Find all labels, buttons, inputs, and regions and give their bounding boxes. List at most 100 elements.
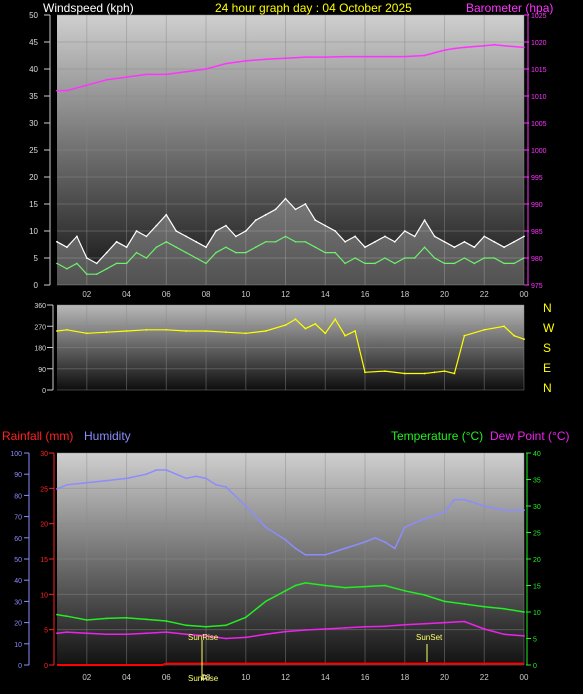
humidity-tick-label: 80 — [14, 493, 22, 500]
barometer-point — [145, 73, 148, 76]
humidity-tick-label: 100 — [10, 451, 22, 458]
wind-average-point — [394, 262, 396, 265]
direction-tick-label: 360 — [34, 303, 46, 310]
barometer-point — [304, 56, 307, 58]
barometer-point — [463, 46, 466, 49]
wind-direction-point — [384, 370, 386, 372]
wind-average-point — [115, 262, 118, 265]
temperature-point — [344, 586, 346, 589]
windspeed-point — [453, 246, 456, 249]
wind-average-point — [145, 257, 148, 259]
lower-x-tick-label: 02 — [82, 673, 91, 682]
windspeed-point — [304, 203, 307, 205]
humidity-point — [463, 498, 466, 501]
windspeed-point — [423, 219, 426, 222]
lower-x-tick-label: 04 — [122, 673, 131, 682]
dewpoint-point — [503, 633, 505, 636]
windspeed-point — [443, 240, 446, 243]
wind-direction-point — [244, 332, 247, 335]
windspeed-tick-label: 15 — [29, 200, 38, 209]
barometer-point — [66, 89, 68, 92]
humidity-point — [185, 477, 188, 480]
humidity-point — [215, 483, 217, 486]
temperature-line — [56, 582, 525, 628]
sunrise-label: SunRise — [188, 633, 219, 642]
temperature-point — [125, 616, 128, 619]
wind-average-point — [225, 246, 227, 248]
dewpoint-point — [264, 633, 267, 636]
temperature-point — [503, 607, 505, 610]
wind-average-point — [304, 241, 307, 243]
wind-direction-point — [264, 330, 267, 332]
humidity-point — [443, 511, 446, 514]
wind-x-tick-label: 10 — [241, 290, 250, 299]
windspeed-point — [413, 235, 416, 238]
temperature-point — [66, 615, 68, 618]
humidity-point — [205, 477, 207, 480]
windspeed-point — [66, 246, 68, 249]
wind-direction-point — [433, 371, 436, 374]
windspeed-tick-label: 10 — [29, 227, 38, 236]
windspeed-tick-label: 25 — [29, 146, 38, 155]
wind-average-point — [384, 257, 386, 259]
rainfall-tick-label: 20 — [40, 522, 48, 529]
wind-direction-point — [324, 332, 327, 335]
wind-average-point — [473, 262, 476, 265]
wind-average-point — [195, 257, 197, 259]
direction-tick-label: 180 — [34, 346, 46, 353]
dewpoint-axis-label: Dew Point (°C) — [490, 429, 569, 443]
wind-direction-point — [443, 370, 446, 372]
windspeed-point — [493, 240, 496, 243]
dewpoint-point — [66, 631, 68, 633]
wind-x-tick-label: 22 — [480, 290, 489, 299]
windspeed-tick-label: 0 — [34, 281, 39, 290]
barometer-point — [344, 55, 346, 58]
wind-direction-point — [105, 331, 108, 334]
dewpoint-point — [56, 632, 58, 635]
humidity-axis-label: Humidity — [84, 429, 131, 443]
rainfall-line — [57, 662, 524, 666]
wind-direction-point — [304, 327, 307, 330]
lower-x-tick-label: 06 — [162, 673, 171, 682]
wind-average-point — [125, 262, 128, 265]
temperature-point — [403, 589, 406, 592]
barometer-tick-label: 975 — [531, 283, 543, 290]
wind-average-point — [86, 273, 88, 276]
temperature-point — [443, 600, 446, 603]
rainfall-tick-label: 0 — [44, 663, 48, 670]
windspeed-point — [195, 240, 198, 243]
compass-label: E — [543, 361, 551, 375]
humidity-point — [264, 526, 267, 529]
wind-average-point — [185, 251, 187, 254]
temperature-point — [225, 624, 227, 627]
wind-average-point — [463, 257, 466, 259]
wind-average-point — [364, 262, 366, 265]
temperature-point — [294, 584, 297, 587]
lower-x-tick-label: 00 — [520, 673, 529, 682]
humidity-point — [145, 473, 148, 476]
humidity-point — [483, 505, 486, 507]
lower-x-tick-label: 10 — [241, 673, 250, 682]
temperature-tick-label: 0 — [533, 663, 537, 670]
wind-average-point — [453, 262, 456, 265]
wind-direction-point — [423, 372, 426, 375]
dewpoint-point — [344, 627, 346, 629]
humidity-point — [294, 547, 297, 550]
humidity-point — [403, 526, 406, 529]
wind-x-tick-label: 18 — [400, 290, 409, 299]
temperature-tick-label: 35 — [533, 478, 541, 485]
windspeed-point — [56, 240, 58, 243]
windspeed-axis-label: Windspeed (kph) — [43, 1, 134, 15]
wind-average-point — [503, 262, 505, 265]
windspeed-point — [384, 235, 386, 238]
wind-direction-point — [403, 372, 406, 375]
wind-average-point — [513, 262, 515, 265]
barometer-tick-label: 1020 — [531, 40, 547, 47]
windspeed-line — [56, 197, 525, 265]
windspeed-point — [364, 246, 366, 249]
wind-average-point — [433, 257, 436, 259]
wind-direction-point — [354, 330, 356, 332]
sunrise-axis-overlay-label: SunRise — [188, 674, 219, 683]
wind-x-tick-label: 04 — [122, 290, 131, 299]
windspeed-tick-label: 30 — [29, 119, 38, 128]
